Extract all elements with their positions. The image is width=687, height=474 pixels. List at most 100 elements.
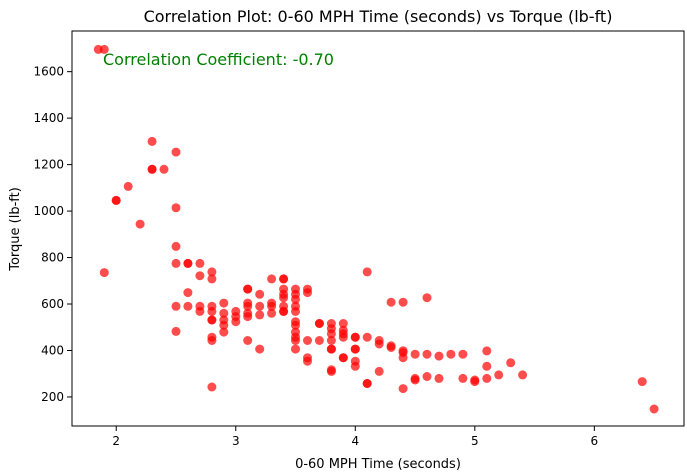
data-point: [303, 356, 312, 366]
data-point: [398, 384, 408, 394]
data-point: [518, 370, 528, 380]
data-point: [207, 336, 217, 345]
data-point: [159, 164, 169, 174]
data-point: [649, 404, 659, 414]
y-tick-label: 1600: [33, 65, 64, 79]
data-point: [171, 203, 181, 213]
data-point: [338, 353, 348, 363]
data-point: [147, 136, 157, 146]
y-axis: 200 400 600 800 1000 1200 1400 1600: [33, 65, 72, 404]
data-point: [386, 297, 396, 307]
data-point: [410, 375, 420, 385]
data-point: [410, 349, 420, 359]
data-point: [350, 332, 360, 342]
data-point: [171, 326, 181, 336]
data-point: [326, 344, 336, 354]
y-tick-label: 1000: [33, 204, 64, 218]
data-point: [506, 358, 516, 368]
data-point: [374, 366, 384, 376]
data-point: [219, 327, 229, 337]
data-point: [255, 344, 265, 354]
data-point: [482, 346, 492, 356]
data-point: [291, 294, 300, 304]
data-point: [195, 271, 205, 281]
data-point: [422, 293, 432, 303]
data-point: [338, 319, 348, 328]
data-point: [350, 344, 360, 354]
data-point: [314, 319, 324, 328]
data-point: [326, 329, 336, 339]
data-point: [362, 379, 372, 388]
data-point: [207, 382, 217, 392]
chart-title: Correlation Plot: 0-60 MPH Time (seconds…: [144, 7, 613, 26]
y-tick-label: 800: [41, 251, 64, 265]
data-point: [279, 306, 289, 316]
y-axis-label: Torque (lb-ft): [8, 187, 23, 272]
data-point: [267, 301, 277, 311]
data-points: [93, 44, 659, 414]
data-point: [123, 181, 133, 191]
data-point: [195, 306, 205, 316]
data-point: [291, 336, 300, 345]
data-point: [171, 241, 181, 251]
data-point: [147, 164, 157, 174]
x-tick-label: 4: [351, 434, 359, 448]
data-point: [326, 336, 336, 345]
plot-frame: [71, 30, 685, 427]
data-point: [219, 320, 229, 330]
data-point: [470, 377, 480, 387]
x-tick-label: 5: [471, 434, 479, 448]
data-point: [326, 366, 336, 376]
data-point: [279, 274, 289, 284]
data-point: [267, 308, 277, 318]
x-tick-label: 2: [112, 434, 120, 448]
data-point: [350, 361, 360, 371]
data-point: [422, 349, 432, 359]
data-point: [243, 336, 253, 345]
data-point: [267, 274, 277, 284]
data-point: [243, 312, 253, 322]
y-tick-label: 200: [41, 390, 64, 404]
y-tick-label: 1200: [33, 158, 64, 172]
data-point: [386, 343, 396, 352]
data-point: [398, 353, 408, 363]
data-point: [231, 317, 241, 327]
data-point: [458, 373, 468, 383]
data-point: [422, 372, 432, 381]
x-axis-label: 0-60 MPH Time (seconds): [295, 457, 461, 472]
y-tick-label: 400: [41, 343, 64, 357]
data-point: [362, 267, 372, 277]
data-point: [291, 320, 300, 330]
data-point: [434, 373, 444, 383]
data-point: [446, 349, 456, 359]
data-point: [338, 332, 348, 342]
correlation-annotation: Correlation Coefficient: -0.70: [103, 50, 334, 69]
data-point: [171, 258, 181, 268]
data-point: [171, 147, 181, 157]
data-point: [362, 332, 372, 342]
data-point: [183, 301, 193, 311]
data-point: [314, 336, 324, 345]
data-point: [291, 306, 300, 316]
data-point: [207, 306, 217, 316]
data-point: [291, 344, 300, 354]
data-point: [458, 349, 468, 359]
x-tick-label: 6: [591, 434, 599, 448]
x-tick-label: 3: [232, 434, 240, 448]
data-point: [207, 315, 217, 325]
data-point: [99, 44, 109, 54]
data-point: [135, 219, 145, 229]
data-point: [111, 195, 121, 205]
data-point: [482, 361, 492, 371]
data-point: [494, 370, 504, 380]
data-point: [219, 308, 229, 318]
data-point: [255, 310, 265, 320]
x-axis: 2 3 4 5 6: [112, 426, 598, 448]
y-tick-label: 1400: [33, 111, 64, 125]
data-point: [279, 293, 289, 303]
data-point: [398, 297, 408, 307]
data-point: [243, 284, 253, 294]
y-tick-label: 600: [41, 297, 64, 311]
data-point: [303, 288, 312, 298]
